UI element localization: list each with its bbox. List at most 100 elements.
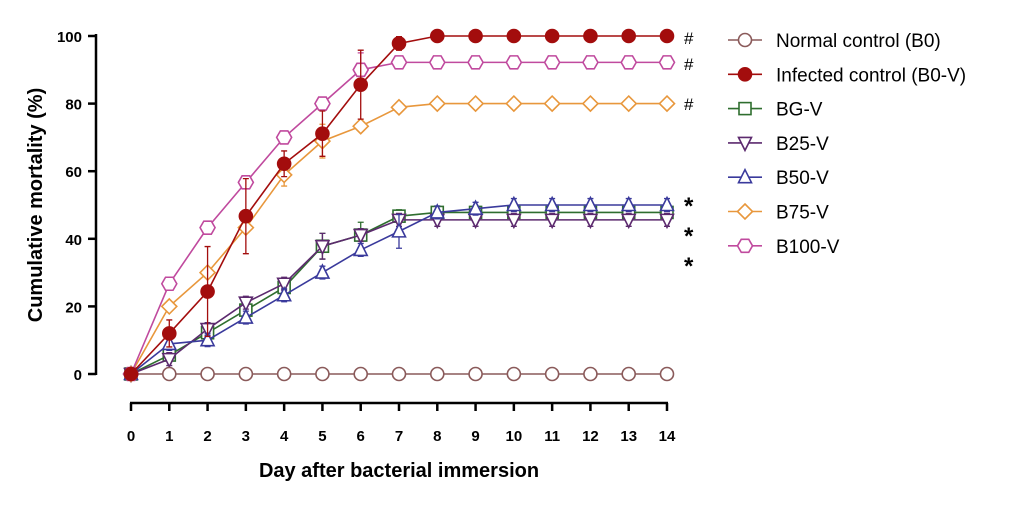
data-point — [544, 195, 560, 212]
data-point — [544, 213, 560, 230]
significance-annotation: * — [684, 223, 694, 250]
data-point — [238, 308, 254, 324]
data-point — [621, 28, 637, 44]
x-tick-label: 2 — [203, 428, 211, 445]
data-point — [199, 220, 216, 235]
legend-marker — [737, 32, 753, 48]
data-point — [466, 94, 485, 113]
data-point — [505, 55, 523, 70]
y-tick-label: 40 — [65, 232, 82, 249]
data-point — [659, 28, 675, 44]
data-point — [160, 297, 178, 316]
x-tick-label: 9 — [471, 428, 479, 445]
legend-label: B100-V — [776, 237, 840, 258]
significance-annotation: # — [684, 95, 694, 114]
data-point — [123, 366, 139, 382]
series-infected-control-b0-v- — [123, 28, 675, 382]
data-point — [581, 94, 600, 113]
legend-marker — [736, 238, 754, 254]
data-point — [161, 352, 178, 369]
legend-item: Normal control (B0) — [728, 31, 941, 52]
legend-item: B25-V — [728, 134, 829, 155]
data-point — [467, 55, 484, 70]
data-point — [543, 94, 561, 113]
x-tick-label: 8 — [433, 428, 441, 445]
y-tick-label: 60 — [65, 164, 82, 181]
data-point — [200, 284, 215, 299]
data-point — [314, 263, 331, 279]
data-point — [583, 28, 598, 44]
data-point — [353, 366, 369, 382]
series-b100-v — [122, 52, 676, 382]
legend-label: B75-V — [776, 203, 829, 224]
legend-marker — [738, 101, 752, 116]
data-point — [390, 55, 408, 70]
data-point — [659, 195, 675, 212]
data-point — [200, 366, 215, 382]
data-point — [315, 126, 330, 141]
data-point — [582, 195, 599, 212]
data-point — [544, 366, 560, 382]
legend-label: B50-V — [776, 168, 829, 189]
data-point — [352, 117, 370, 135]
data-point — [620, 213, 637, 230]
significance-annotation: # — [684, 29, 694, 48]
data-point — [620, 94, 638, 113]
data-point — [544, 28, 560, 44]
legend-item: BG-V — [728, 100, 823, 121]
x-tick-label: 11 — [544, 428, 560, 445]
legend-item: B50-V — [728, 167, 829, 189]
data-point — [353, 77, 369, 92]
data-point — [429, 28, 445, 44]
data-point — [582, 55, 599, 70]
data-point — [582, 213, 599, 230]
data-point — [620, 195, 637, 212]
data-point — [276, 366, 292, 382]
legend-label: Normal control (B0) — [776, 31, 941, 52]
x-axis-title: Day after bacterial immersion — [259, 460, 539, 482]
data-point — [428, 55, 446, 70]
data-point — [391, 366, 407, 382]
legend-item: B75-V — [728, 203, 829, 224]
data-point — [160, 276, 178, 292]
series-normal-control-b0- — [123, 366, 675, 382]
legend: Normal control (B0) Infected control (B0-… — [728, 31, 966, 258]
series-layer: # * * * # # — [122, 28, 694, 384]
x-tick-label: 7 — [395, 428, 403, 445]
data-point — [506, 366, 522, 382]
legend-marker — [736, 202, 754, 221]
data-point — [658, 55, 676, 70]
x-tick-label: 4 — [280, 428, 289, 445]
x-tick-label: 0 — [127, 428, 135, 445]
data-point — [468, 366, 483, 382]
legend-marker — [737, 136, 753, 153]
x-tick-label: 6 — [357, 428, 365, 445]
data-point — [315, 366, 330, 382]
y-tick-label: 100 — [57, 29, 82, 46]
data-point — [352, 240, 369, 257]
x-tick-label: 5 — [318, 428, 326, 445]
significance-annotation: # — [684, 55, 694, 74]
data-point — [620, 55, 638, 70]
y-tick-label: 80 — [65, 97, 82, 114]
data-point — [429, 366, 445, 382]
data-point — [429, 203, 446, 219]
y-axis-title: Cumulative mortality (%) — [25, 88, 47, 322]
data-point — [506, 195, 522, 212]
legend-item: B100-V — [728, 237, 840, 258]
y-tick-label: 0 — [74, 367, 82, 384]
significance-annotation: * — [684, 253, 694, 280]
x-tick-label: 12 — [582, 428, 599, 445]
x-tick-label: 1 — [165, 428, 173, 445]
x-tick-label: 13 — [620, 428, 637, 445]
data-point — [238, 208, 254, 224]
legend-item: Infected control (B0-V) — [728, 65, 966, 86]
legend-label: Infected control (B0-V) — [776, 65, 966, 86]
data-point — [238, 296, 254, 312]
data-point — [505, 94, 523, 113]
data-point — [275, 130, 293, 145]
x-tick-label: 3 — [242, 428, 250, 445]
y-tick-label: 20 — [65, 299, 82, 316]
